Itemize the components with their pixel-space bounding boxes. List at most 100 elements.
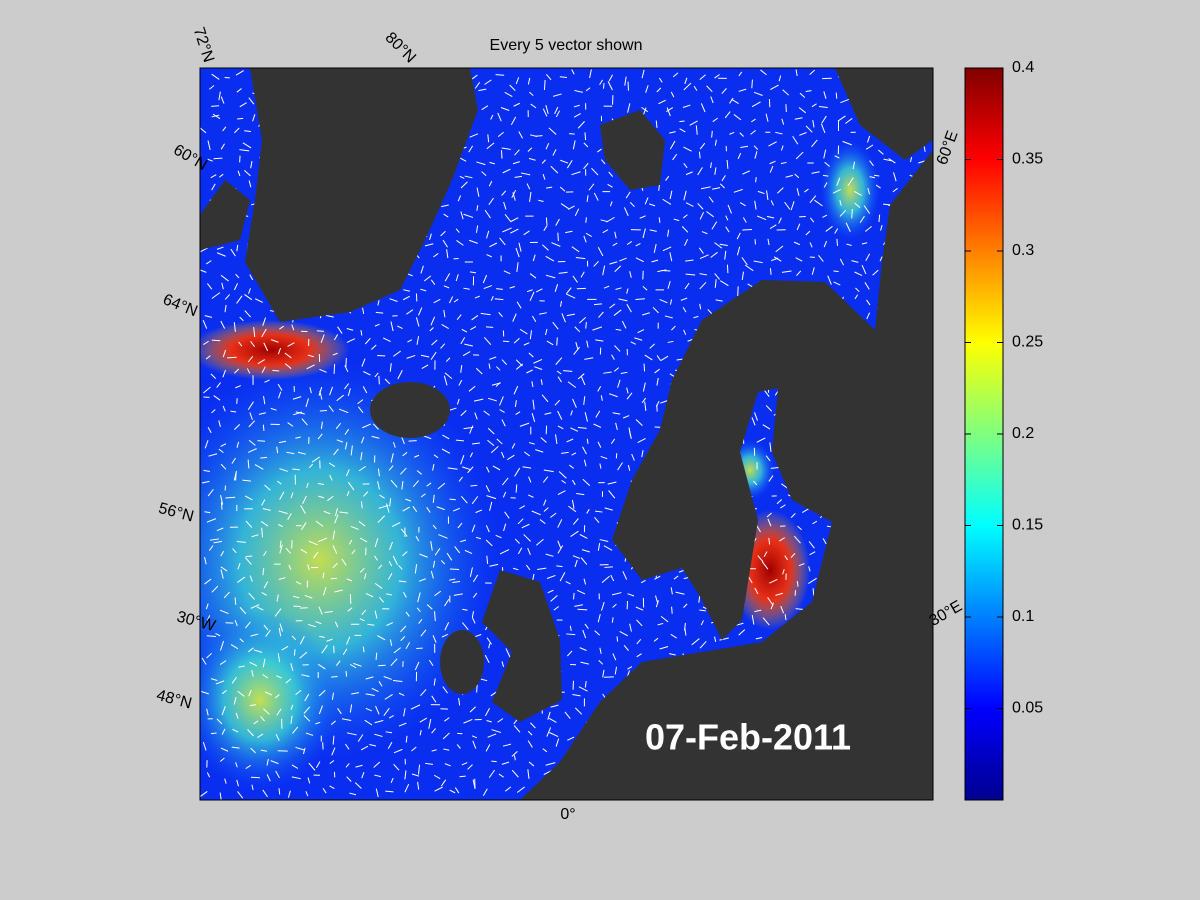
vector xyxy=(428,659,434,667)
vector xyxy=(489,242,498,248)
vector xyxy=(599,463,602,469)
vector xyxy=(402,295,410,301)
vector xyxy=(854,202,861,209)
vector xyxy=(242,479,252,482)
vector xyxy=(371,344,377,350)
vector xyxy=(244,557,252,565)
vector xyxy=(452,581,461,583)
axes-frame xyxy=(199,67,934,801)
vector xyxy=(812,119,815,128)
vector xyxy=(287,422,294,427)
vector xyxy=(486,495,497,500)
vector xyxy=(346,578,353,582)
vector xyxy=(407,339,413,343)
vector xyxy=(612,242,618,247)
vector xyxy=(463,287,470,290)
colorbar-tick-label: 0.05 xyxy=(1012,700,1043,717)
vector xyxy=(739,132,744,137)
colorbar-tick-label: 0.1 xyxy=(1012,608,1034,625)
vector xyxy=(837,115,846,122)
vector xyxy=(535,538,544,546)
vector xyxy=(546,340,554,346)
vector xyxy=(444,273,451,282)
vector xyxy=(651,259,659,263)
vector xyxy=(518,131,524,139)
vector xyxy=(264,379,270,383)
vector xyxy=(751,614,755,625)
vector xyxy=(658,99,666,105)
vector xyxy=(389,498,392,507)
vector xyxy=(245,764,251,770)
vector xyxy=(738,88,747,92)
vector xyxy=(474,295,481,299)
vector xyxy=(555,218,560,226)
vector xyxy=(741,257,748,266)
vector xyxy=(416,470,422,475)
vector xyxy=(769,442,772,452)
vector xyxy=(869,176,876,179)
vector xyxy=(675,591,685,595)
vector xyxy=(305,732,314,736)
vector xyxy=(601,602,605,611)
vector xyxy=(756,437,766,443)
vector xyxy=(767,238,770,246)
vector xyxy=(586,195,589,202)
vector xyxy=(861,264,867,275)
vector xyxy=(469,706,476,713)
vector xyxy=(237,170,241,177)
vector xyxy=(825,225,833,232)
vector xyxy=(570,427,579,432)
vector xyxy=(540,379,543,385)
vector xyxy=(808,566,811,572)
vector xyxy=(769,160,776,165)
vector xyxy=(276,594,279,602)
vector xyxy=(682,306,687,313)
vector xyxy=(224,294,231,300)
vector xyxy=(418,578,426,582)
vector xyxy=(377,635,386,641)
vector xyxy=(260,521,269,527)
vector xyxy=(452,507,461,512)
vector xyxy=(453,593,463,596)
vector xyxy=(242,142,252,149)
vector xyxy=(618,298,628,302)
vector xyxy=(768,537,771,545)
vector xyxy=(626,392,633,400)
vector xyxy=(434,590,442,597)
vector xyxy=(576,493,585,496)
vector xyxy=(685,273,696,276)
vector xyxy=(307,354,314,358)
vector xyxy=(513,385,519,395)
vector xyxy=(712,117,718,123)
vector xyxy=(476,684,478,693)
vector xyxy=(208,545,214,551)
vector xyxy=(250,633,259,637)
vector xyxy=(495,74,505,76)
vector xyxy=(539,519,546,525)
vector xyxy=(909,156,913,163)
vector xyxy=(481,171,487,177)
vector xyxy=(332,530,336,540)
vector xyxy=(460,495,468,504)
vector xyxy=(467,764,473,770)
vector xyxy=(608,171,614,177)
vector xyxy=(291,764,299,769)
vector xyxy=(220,443,227,447)
vector xyxy=(481,105,489,111)
vector xyxy=(798,107,807,114)
vector xyxy=(769,165,774,173)
vector xyxy=(220,640,225,651)
vector xyxy=(224,304,227,313)
vector xyxy=(248,180,252,188)
vector xyxy=(741,271,744,281)
vector xyxy=(699,212,705,220)
vector xyxy=(485,525,490,533)
vector xyxy=(377,481,380,490)
vector xyxy=(362,646,365,653)
vector xyxy=(683,329,687,335)
vector xyxy=(699,74,706,80)
vector xyxy=(404,770,407,780)
vector xyxy=(441,204,449,208)
vector xyxy=(390,658,398,667)
vector xyxy=(811,267,815,275)
